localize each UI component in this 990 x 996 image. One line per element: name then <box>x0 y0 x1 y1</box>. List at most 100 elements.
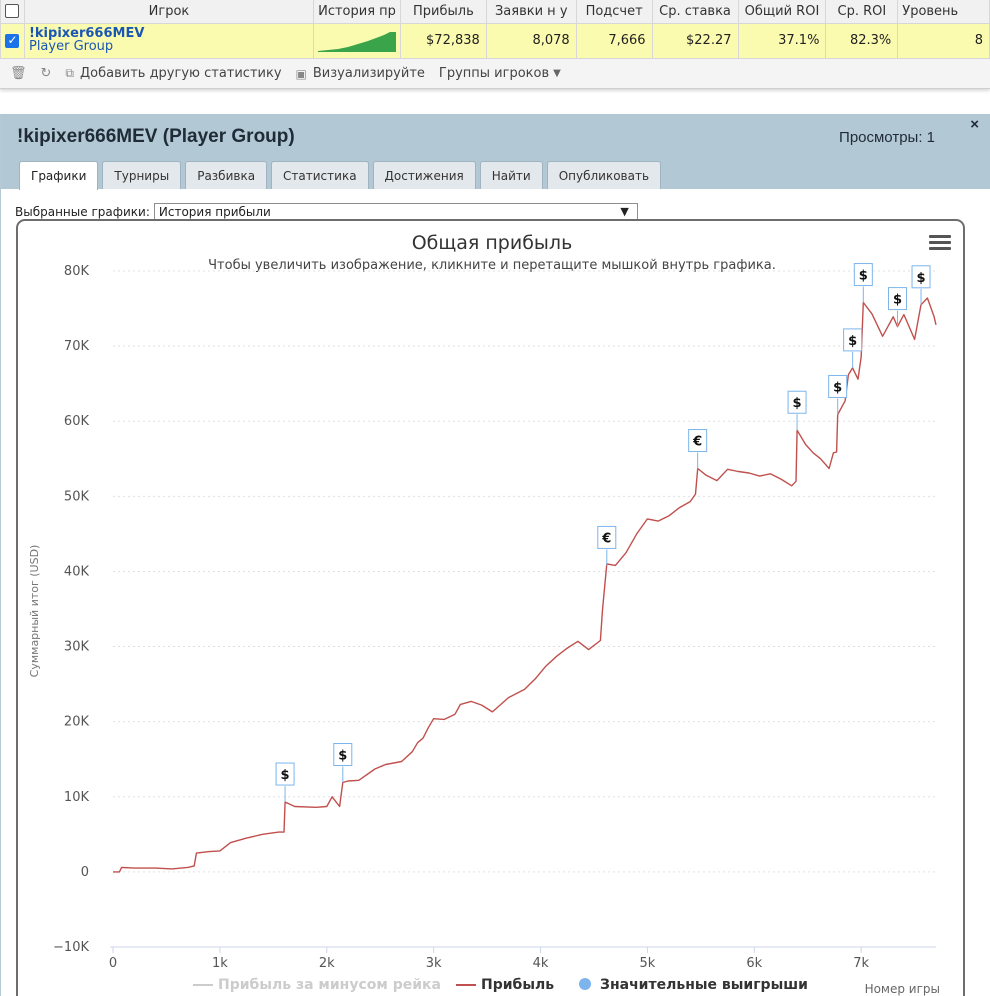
x-tick-label: 7k <box>853 956 869 971</box>
caret-down-icon: ▼ <box>553 68 561 79</box>
tab-publish[interactable]: Опубликовать <box>546 161 662 189</box>
header-avg-roi[interactable]: Ср. ROI <box>825 0 899 24</box>
chart-selector-row: Выбранные графики: История прибыли ▼ <box>15 203 638 220</box>
chart-select-value: История прибыли <box>158 204 271 219</box>
tab-tournaments[interactable]: Турниры <box>102 161 182 189</box>
tab-breakdown[interactable]: Разбивка <box>185 161 268 189</box>
y-tick-label: 20K <box>64 715 90 730</box>
big-win-flag[interactable] <box>333 743 353 767</box>
big-win-flag[interactable] <box>843 328 863 352</box>
add-column-icon: ⧉ <box>65 66 74 80</box>
big-win-flag[interactable] <box>828 374 848 398</box>
row-checkbox[interactable] <box>5 33 20 48</box>
big-win-flag[interactable] <box>787 390 807 414</box>
x-tick-label: 6k <box>746 956 762 971</box>
player-group-label: Player Group <box>28 39 114 54</box>
big-win-flag[interactable] <box>853 263 873 287</box>
header-history[interactable]: История пр <box>313 0 401 24</box>
chart-selector-label: Выбранные графики: <box>15 204 150 219</box>
row-select-cell[interactable] <box>0 22 25 59</box>
avg-stake-cell: $22.27 <box>651 22 739 59</box>
big-win-flag-label: € <box>601 531 611 546</box>
add-stats-button[interactable]: ⧉ Добавить другую статистику <box>65 66 281 81</box>
history-sparkline-cell[interactable] <box>313 22 401 59</box>
close-icon[interactable]: × <box>970 116 979 133</box>
y-tick-label: 30K <box>64 640 90 655</box>
header-avg-stake[interactable]: Ср. ставка <box>651 0 739 24</box>
y-tick-label: 10K <box>64 790 90 805</box>
big-win-flag[interactable] <box>275 762 295 786</box>
player-panel: !kipixer666MEV (Player Group) Просмотры:… <box>0 114 990 996</box>
y-tick-label: 70K <box>64 339 90 354</box>
avg-roi-cell: 82.3% <box>825 22 899 59</box>
panel-title: !kipixer666MEV (Player Group) <box>17 126 295 147</box>
x-tick-label: 3k <box>426 956 442 971</box>
header-entries[interactable]: Заявки н у <box>485 0 577 24</box>
chart-menu-icon[interactable] <box>929 235 951 251</box>
big-win-flag-label: $ <box>859 269 868 284</box>
visualize-button[interactable]: ▣ Визуализируйте <box>296 66 425 81</box>
x-tick-label: 2k <box>319 956 335 971</box>
big-win-flag-label: € <box>692 435 702 450</box>
big-win-flag-label: $ <box>833 380 842 395</box>
chart-title: Общая прибыль <box>412 232 573 254</box>
header-profit[interactable]: Прибыль <box>400 0 487 24</box>
big-win-flag-label: $ <box>917 271 926 286</box>
chart-container[interactable]: Общая прибыль Чтобы увеличить изображение… <box>16 219 965 996</box>
level-cell: 8 <box>897 22 990 59</box>
y-tick-label: 60K <box>64 414 90 429</box>
visualize-label: Визуализируйте <box>312 66 425 81</box>
refresh-icon[interactable]: ↻ <box>40 66 52 81</box>
views-counter: Просмотры: 1 <box>839 129 935 146</box>
entries-cell: 8,078 <box>485 22 577 59</box>
y-tick-label: −10K <box>53 940 89 955</box>
y-tick-label: 80K <box>64 264 90 279</box>
chart-select[interactable]: История прибыли ▼ <box>153 203 638 220</box>
big-win-flag[interactable] <box>888 287 908 311</box>
player-cell[interactable]: !kipixer666MEV Player Group <box>23 22 315 59</box>
total-roi-cell: 37.1% <box>737 22 827 59</box>
big-win-flag-label: $ <box>893 293 902 308</box>
player-name-link[interactable]: !kipixer666MEV <box>28 26 145 41</box>
tab-achievements[interactable]: Достижения <box>372 161 476 189</box>
trash-icon[interactable]: 🗑 <box>10 66 27 81</box>
table-row[interactable]: !kipixer666MEV Player Group $72,838 8,07… <box>0 22 990 59</box>
x-axis-title: Номер игры <box>865 982 940 996</box>
count-cell: 7,666 <box>575 22 653 59</box>
big-win-flag-label: $ <box>281 768 290 783</box>
history-sparkline[interactable] <box>318 30 396 52</box>
header-level[interactable]: Уровень <box>897 0 990 24</box>
big-win-flag-label: $ <box>848 334 857 349</box>
select-all-checkbox[interactable] <box>5 4 20 19</box>
player-groups-dropdown[interactable]: Группы игроков ▼ <box>439 66 561 81</box>
select-all-header[interactable] <box>0 0 25 24</box>
big-win-flag[interactable] <box>688 429 708 453</box>
legend-bigwin-swatch[interactable] <box>579 978 591 990</box>
x-tick-label: 1k <box>212 956 228 971</box>
profit-chart[interactable]: Общая прибыль Чтобы увеличить изображение… <box>18 221 963 996</box>
legend-bigwin-label: Значительные выигрыши <box>600 977 808 993</box>
profit-cell: $72,838 <box>400 22 487 59</box>
header-count[interactable]: Подсчет <box>575 0 653 24</box>
y-axis-title: Суммарный итог (USD) <box>28 545 41 678</box>
tab-charts[interactable]: Графики <box>19 161 99 190</box>
legend-rake-label: Прибыль за минусом рейка <box>218 977 441 993</box>
x-tick-label: 0 <box>109 956 117 971</box>
stats-table: Игрок История пр Прибыль Заявки н у Подс… <box>0 0 990 59</box>
tab-statistics[interactable]: Статистика <box>271 161 369 189</box>
header-total-roi[interactable]: Общий ROI <box>737 0 827 24</box>
big-win-flag-label: $ <box>338 749 347 764</box>
panel-tabs: Графики Турниры Разбивка Статистика Дост… <box>19 161 662 190</box>
big-win-flag[interactable] <box>911 265 931 289</box>
profit-series-line[interactable] <box>113 297 937 873</box>
panel-header: !kipixer666MEV (Player Group) Просмотры:… <box>1 114 990 190</box>
legend-profit-label: Прибыль <box>481 977 554 993</box>
player-groups-label: Группы игроков <box>438 66 550 81</box>
header-player[interactable]: Игрок <box>23 0 315 24</box>
big-win-flag[interactable] <box>597 525 617 549</box>
chart-subtitle: Чтобы увеличить изображение, кликните и … <box>208 258 776 273</box>
x-tick-label: 5k <box>640 956 656 971</box>
y-tick-label: 40K <box>64 564 90 579</box>
table-header-row: Игрок История пр Прибыль Заявки н у Подс… <box>0 0 990 24</box>
tab-find[interactable]: Найти <box>479 161 543 189</box>
